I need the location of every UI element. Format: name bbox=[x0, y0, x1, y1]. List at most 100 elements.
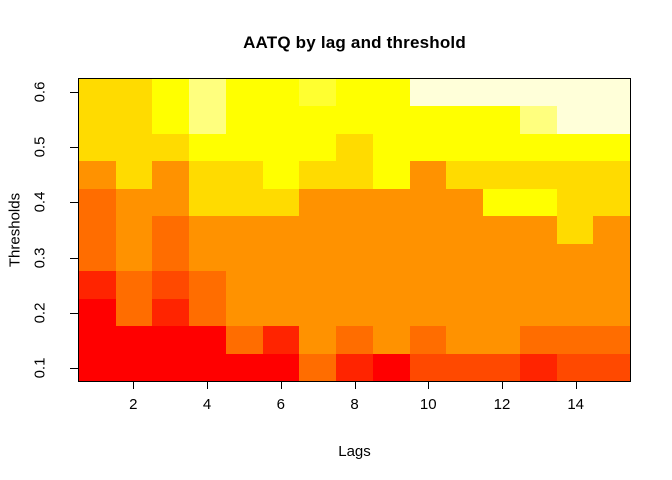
heatmap-cell bbox=[593, 353, 630, 381]
plot-area bbox=[78, 78, 631, 382]
heatmap-cell bbox=[409, 326, 447, 354]
heatmap-cell bbox=[593, 298, 630, 327]
heatmap-cell bbox=[519, 106, 557, 134]
heatmap-cell bbox=[519, 271, 557, 299]
heatmap-cell bbox=[336, 188, 373, 217]
heatmap-cell bbox=[225, 79, 263, 107]
heatmap-cell bbox=[189, 271, 226, 299]
heatmap-cell bbox=[372, 326, 410, 354]
heatmap-cell bbox=[79, 133, 116, 162]
heatmap-cell bbox=[299, 216, 337, 244]
heatmap-cell bbox=[262, 106, 300, 134]
heatmap-cell bbox=[372, 353, 410, 381]
heatmap-cell bbox=[409, 133, 447, 162]
heatmap-cell bbox=[446, 298, 484, 327]
heatmap-cell bbox=[152, 106, 190, 134]
heatmap-cell bbox=[556, 161, 594, 189]
heatmap-cell bbox=[483, 243, 520, 272]
heatmap-cell bbox=[189, 79, 226, 107]
x-tick-label: 4 bbox=[202, 396, 212, 413]
heatmap-cell bbox=[115, 106, 153, 134]
y-tick-mark bbox=[70, 257, 78, 259]
heatmap-cell bbox=[79, 353, 116, 381]
heatmap-cell bbox=[189, 216, 226, 244]
heatmap-cell bbox=[79, 188, 116, 217]
heatmap-cell bbox=[336, 326, 373, 354]
heatmap-cell bbox=[409, 271, 447, 299]
heatmap-cell bbox=[189, 133, 226, 162]
heatmap-cell bbox=[299, 133, 337, 162]
heatmap-cell bbox=[262, 133, 300, 162]
x-tick-mark bbox=[133, 382, 135, 389]
heatmap-cell bbox=[79, 106, 116, 134]
heatmap-cell bbox=[115, 216, 153, 244]
heatmap-cell bbox=[372, 133, 410, 162]
heatmap-cell bbox=[483, 326, 520, 354]
heatmap-cell bbox=[262, 298, 300, 327]
heatmap-cell bbox=[372, 106, 410, 134]
heatmap-cell bbox=[225, 271, 263, 299]
heatmap-cell bbox=[79, 326, 116, 354]
heatmap-cell bbox=[446, 79, 484, 107]
heatmap-cell bbox=[409, 106, 447, 134]
heatmap-cell bbox=[446, 188, 484, 217]
heatmap-cell bbox=[152, 161, 190, 189]
y-axis-label: Thresholds bbox=[6, 192, 24, 268]
heatmap-cell bbox=[593, 79, 630, 107]
heatmap-cell bbox=[299, 106, 337, 134]
x-tick-label: 6 bbox=[276, 396, 285, 413]
heatmap-cell bbox=[262, 326, 300, 354]
heatmap-cell bbox=[556, 188, 594, 217]
heatmap-cell bbox=[483, 106, 520, 134]
heatmap-cell bbox=[593, 216, 630, 244]
heatmap-cell bbox=[483, 298, 520, 327]
heatmap-cell bbox=[446, 243, 484, 272]
heatmap-cell bbox=[262, 271, 300, 299]
heatmap-cell bbox=[556, 271, 594, 299]
heatmap-cell bbox=[299, 326, 337, 354]
heatmap-cell bbox=[336, 106, 373, 134]
heatmap-cell bbox=[519, 161, 557, 189]
heatmap-cell bbox=[336, 216, 373, 244]
heatmap-cell bbox=[152, 243, 190, 272]
x-tick-mark bbox=[575, 382, 577, 389]
heatmap-cell bbox=[446, 326, 484, 354]
heatmap-cell bbox=[152, 298, 190, 327]
heatmap-cell bbox=[299, 271, 337, 299]
heatmap-cell bbox=[225, 243, 263, 272]
heatmap-cell bbox=[483, 188, 520, 217]
heatmap-cell bbox=[115, 79, 153, 107]
y-tick-label: 0.3 bbox=[31, 247, 49, 269]
x-tick-label: 10 bbox=[419, 396, 437, 413]
x-tick-label: 12 bbox=[493, 396, 511, 413]
heatmap-cell bbox=[225, 188, 263, 217]
heatmap-cell bbox=[409, 161, 447, 189]
heatmap-cell bbox=[519, 133, 557, 162]
y-tick-mark bbox=[70, 368, 78, 370]
heatmap-cell bbox=[336, 353, 373, 381]
heatmap-cell bbox=[519, 326, 557, 354]
heatmap-cell bbox=[483, 79, 520, 107]
heatmap-cell bbox=[152, 271, 190, 299]
heatmap-cell bbox=[225, 106, 263, 134]
heatmap-cell bbox=[372, 271, 410, 299]
heatmap-cell bbox=[372, 188, 410, 217]
heatmap-cell bbox=[115, 271, 153, 299]
heatmap-cell bbox=[372, 298, 410, 327]
heatmap-cell bbox=[409, 188, 447, 217]
heatmap-cell bbox=[79, 243, 116, 272]
heatmap-cell bbox=[189, 326, 226, 354]
heatmap-cell bbox=[372, 79, 410, 107]
heatmap-cell bbox=[446, 106, 484, 134]
heatmap-cell bbox=[372, 243, 410, 272]
heatmap-cell bbox=[409, 353, 447, 381]
y-tick-mark bbox=[70, 91, 78, 93]
heatmap-cell bbox=[372, 161, 410, 189]
heatmap-cell bbox=[519, 79, 557, 107]
heatmap-cell bbox=[336, 161, 373, 189]
heatmap-cell bbox=[483, 161, 520, 189]
heatmap-cell bbox=[446, 271, 484, 299]
y-tick-mark bbox=[70, 202, 78, 204]
heatmap-cell bbox=[446, 161, 484, 189]
heatmap-cell bbox=[409, 298, 447, 327]
